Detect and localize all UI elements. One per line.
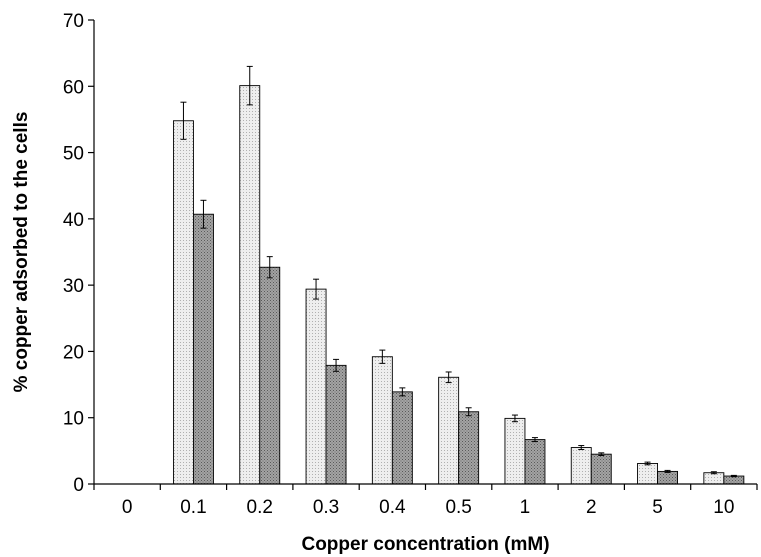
bar-series2-10 xyxy=(723,475,745,485)
bars-group xyxy=(172,85,745,485)
x-tick-label: 0.1 xyxy=(180,497,206,518)
y-tick-label: 70 xyxy=(63,11,84,32)
x-tick-label: 2 xyxy=(586,497,597,518)
y-tick-label: 30 xyxy=(63,276,84,297)
bar-series2-0.1 xyxy=(192,213,214,485)
error-bars-group xyxy=(180,65,737,478)
bar-series1-0.4 xyxy=(371,356,393,485)
y-axis-ticks: 0 10 20 30 40 50 60 70 xyxy=(63,11,94,496)
bar-series1-0.3 xyxy=(305,288,327,485)
bar-series2-0.2 xyxy=(259,266,281,485)
bar-series1-1 xyxy=(504,417,526,485)
bar-series2-5 xyxy=(657,470,678,485)
x-tick-label: 0.2 xyxy=(247,497,273,518)
x-tick-label: 0.4 xyxy=(379,497,406,518)
bar-series2-0.3 xyxy=(325,364,347,485)
x-tick-label: 5 xyxy=(652,497,663,518)
y-axis-title: % copper adsorbed to the cells xyxy=(11,112,32,393)
y-tick-label: 60 xyxy=(63,77,84,98)
bar-series2-0.4 xyxy=(391,391,413,485)
bar-series2-1 xyxy=(524,439,546,485)
x-tick-label: 10 xyxy=(713,497,734,518)
x-tick-label: 1 xyxy=(520,497,531,518)
bar-series1-0.5 xyxy=(438,376,460,485)
bar-series2-0.5 xyxy=(458,411,480,485)
y-tick-label: 40 xyxy=(63,210,84,231)
x-tick-label: 0.5 xyxy=(445,497,471,518)
y-tick-label: 50 xyxy=(63,144,84,165)
bar-series1-5 xyxy=(637,463,658,485)
bar-series1-10 xyxy=(703,472,725,485)
y-tick-label: 20 xyxy=(63,342,84,363)
y-tick-label: 0 xyxy=(73,475,84,496)
bar-series1-0.2 xyxy=(239,85,261,485)
bar-series1-0.1 xyxy=(172,120,194,485)
x-axis-ticks: 0 0.1 0.2 0.3 0.4 0.5 1 2 5 10 xyxy=(93,484,758,518)
bar-series1-2 xyxy=(570,447,592,485)
y-tick-label: 10 xyxy=(63,409,84,430)
x-axis-title: Copper concentration (mM) xyxy=(301,534,549,555)
x-tick-label: 0.3 xyxy=(313,497,339,518)
x-tick-label: 0 xyxy=(122,497,133,518)
bar-series2-2 xyxy=(590,453,612,485)
